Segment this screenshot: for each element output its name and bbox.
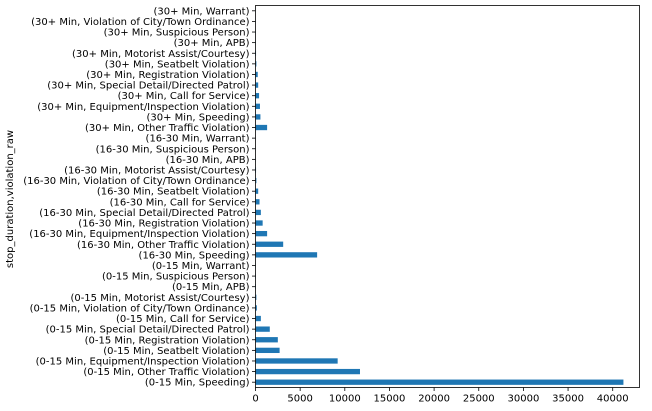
category-label: (30+ Min, Special Detail/Directed Patrol… (47, 81, 249, 92)
bar (255, 326, 270, 332)
x-tick-label: 30000 (508, 394, 540, 405)
category-label: (0-15 Min, Suspicious Person) (102, 272, 250, 283)
category-label: (30+ Min, Speeding) (147, 112, 250, 123)
bar (255, 61, 257, 67)
x-tick-label: 20000 (418, 394, 450, 405)
bar (255, 252, 318, 258)
category-labels: (0-15 Min, Speeding)(0-15 Min, Other Tra… (23, 6, 256, 389)
category-label: (0-15 Min, Speeding) (145, 378, 250, 389)
category-label: (0-15 Min, Equipment/Inspection Violatio… (36, 356, 250, 367)
category-label: (16-30 Min, Equipment/Inspection Violati… (29, 229, 249, 240)
category-label: (16-30 Min, Call for Service) (110, 197, 250, 208)
category-label: (0-15 Min, Other Traffic Violation) (83, 367, 249, 378)
bar (255, 82, 259, 88)
category-label: (30+ Min, Other Traffic Violation) (85, 123, 250, 134)
category-label: (16-30 Min, Speeding) (139, 250, 250, 261)
category-label: (16-30 Min, Suspicious Person) (96, 144, 250, 155)
category-label: (0-15 Min, Warrant) (152, 261, 250, 272)
x-tick-label: 25000 (463, 394, 495, 405)
plot-frame (255, 5, 640, 388)
category-label: (30+ Min, Seatbelt Violation) (105, 59, 250, 70)
category-label: (0-15 Min, Seatbelt Violation) (103, 346, 249, 357)
category-label: (16-30 Min, Seatbelt Violation) (97, 187, 250, 198)
category-label: (16-30 Min, Warrant) (146, 134, 250, 145)
bar (255, 199, 260, 205)
bar (255, 220, 263, 226)
category-label: (16-30 Min, Motorist Assist/Courtesy) (64, 165, 250, 176)
bar (255, 124, 268, 131)
bar (255, 241, 284, 247)
bar (255, 209, 261, 216)
category-label: (30+ Min, Warrant) (154, 6, 250, 17)
bar (255, 379, 624, 385)
category-label: (16-30 Min, Other Traffic Violation) (77, 240, 250, 251)
category-label: (0-15 Min, Violation of City/Town Ordina… (30, 303, 250, 314)
bar (255, 71, 258, 78)
category-label: (30+ Min, Call for Service) (118, 91, 250, 102)
category-label: (30+ Min, Suspicious Person) (104, 28, 250, 39)
bar (255, 358, 338, 364)
bar (255, 337, 278, 343)
category-label: (0-15 Min, Registration Violation) (85, 335, 250, 346)
x-tick-label: 35000 (552, 394, 584, 405)
category-label: (16-30 Min, Violation of City/Town Ordin… (23, 176, 249, 187)
bar (255, 315, 261, 322)
x-tick-label: 0 (252, 394, 258, 405)
category-label: (30+ Min, Motorist Assist/Courtesy) (72, 49, 250, 60)
category-label: (30+ Min, Violation of City/Town Ordinan… (31, 17, 249, 28)
bar (255, 93, 260, 99)
bar (255, 188, 259, 194)
category-label: (16-30 Min, Special Detail/Directed Patr… (39, 208, 249, 219)
bar (255, 177, 257, 184)
bar (255, 294, 257, 300)
category-label: (30+ Min, APB) (174, 38, 250, 49)
category-label: (16-30 Min, Registration Violation) (78, 219, 249, 230)
bar (255, 305, 257, 311)
bar (255, 114, 261, 120)
x-tick-label: 40000 (597, 394, 629, 405)
bar (255, 368, 360, 375)
category-label: (30+ Min, Registration Violation) (86, 70, 249, 81)
y-axis-title: stop_duration,violation_raw (5, 130, 16, 268)
bars-group (255, 8, 624, 385)
bar (255, 230, 268, 237)
bar (255, 347, 280, 354)
bar (255, 103, 260, 109)
category-label: (16-30 Min, APB) (166, 155, 250, 166)
x-tick-label: 10000 (329, 394, 361, 405)
category-label: (0-15 Min, Special Detail/Directed Patro… (46, 325, 250, 336)
x-tick-label: 15000 (374, 394, 406, 405)
category-label: (0-15 Min, Call for Service) (116, 314, 250, 325)
category-label: (0-15 Min, Motorist Assist/Courtesy) (70, 293, 249, 304)
x-tick-label: 5000 (287, 394, 312, 405)
category-label: (30+ Min, Equipment/Inspection Violation… (37, 102, 249, 113)
x-axis-ticks: 0 5000 10000 15000 20000 25000 30000 35000 40000 (252, 387, 629, 405)
category-label: (0-15 Min, APB) (172, 282, 250, 293)
